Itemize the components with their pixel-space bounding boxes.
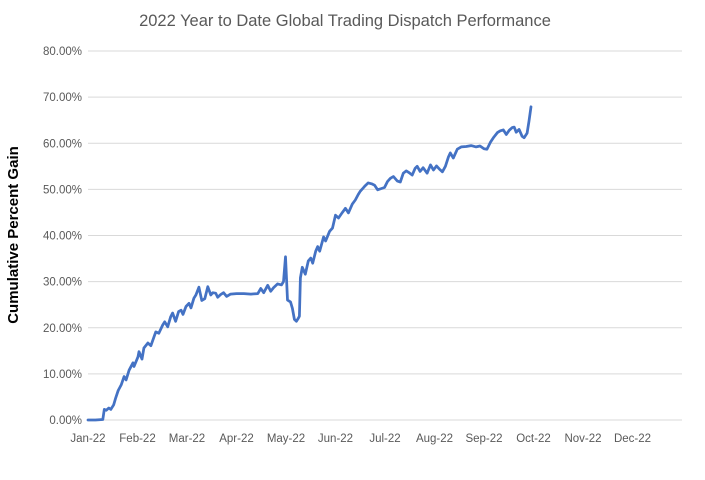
x-tick-label: Sep-22 bbox=[465, 433, 502, 445]
x-tick-label: Jul-22 bbox=[369, 433, 400, 445]
y-tick-label: 10.00% bbox=[43, 369, 82, 381]
y-tick-label: 70.00% bbox=[43, 92, 82, 104]
x-tick-label: Feb-22 bbox=[119, 433, 155, 445]
y-tick-label: 0.00% bbox=[49, 415, 82, 427]
x-tick-label: Jan-22 bbox=[70, 433, 105, 445]
x-axis-tick-labels: Jan-22 Feb-22 Mar-22 Apr-22 May-22 Jun-22 Jul-… bbox=[70, 433, 651, 445]
x-tick-label: Nov-22 bbox=[564, 433, 601, 445]
y-tick-label: 80.00% bbox=[43, 46, 82, 58]
x-tick-label: Oct-22 bbox=[516, 433, 551, 445]
y-tick-label: 50.00% bbox=[43, 184, 82, 196]
y-axis-tick-labels: 0.00% 10.00% 20.00% 30.00% 40.00% 50.00% 60.00… bbox=[43, 46, 82, 427]
y-tick-label: 30.00% bbox=[43, 277, 82, 289]
y-axis-title: Cumulative Percent Gain bbox=[5, 146, 22, 324]
gridlines bbox=[88, 50, 682, 421]
cumulative-gain-line bbox=[86, 105, 533, 422]
x-tick-label: Mar-22 bbox=[169, 433, 205, 445]
y-tick-label: 20.00% bbox=[43, 323, 82, 335]
x-tick-label: Jun-22 bbox=[318, 433, 353, 445]
x-tick-label: Dec-22 bbox=[614, 433, 651, 445]
x-tick-label: May-22 bbox=[267, 433, 305, 445]
chart-title: 2022 Year to Date Global Trading Dispatc… bbox=[139, 12, 551, 30]
x-tick-label: Apr-22 bbox=[219, 433, 254, 445]
y-tick-label: 60.00% bbox=[43, 138, 82, 150]
y-tick-label: 40.00% bbox=[43, 231, 82, 243]
x-tick-label: Aug-22 bbox=[416, 433, 453, 445]
